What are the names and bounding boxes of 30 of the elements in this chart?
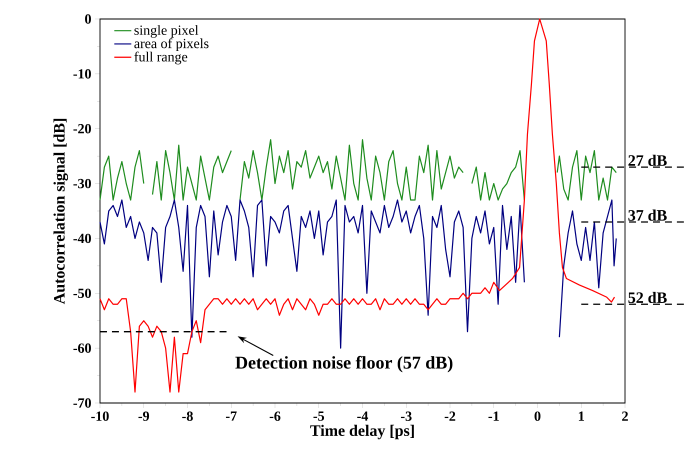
ref-line-label: Detection noise floor (57 dB) <box>235 356 452 372</box>
legend-label: single pixel <box>134 25 198 38</box>
y-tick-label: -10 <box>73 69 91 79</box>
x-tick-label: -2 <box>444 412 456 421</box>
y-axis-title: Autocorrelation signal [dB] <box>53 118 68 304</box>
legend-label: area of pixels <box>134 38 209 52</box>
x-tick-label: -6 <box>270 412 280 421</box>
x-tick-label: -3 <box>400 412 412 421</box>
x-tick-label: -4 <box>357 411 368 421</box>
x-tick-label: 1 <box>578 411 584 421</box>
x-tick-label: -5 <box>313 411 324 421</box>
ref-line-label: 27 dB <box>628 154 667 166</box>
y-tick-label: 0 <box>85 14 91 24</box>
x-tick-label: 2 <box>622 412 628 421</box>
y-tick-label: -70 <box>73 398 91 408</box>
y-tick-label: -60 <box>73 343 91 353</box>
ref-line-label: 52 dB <box>628 292 667 304</box>
y-tick-label: -40 <box>73 234 91 244</box>
x-tick-label: 0 <box>534 411 540 421</box>
x-tick-label: -1 <box>488 411 499 421</box>
x-tick-label: -9 <box>138 412 150 421</box>
x-tick-label: -7 <box>226 411 237 421</box>
legend-label: full range <box>134 52 188 64</box>
x-axis-title: Time delay [ps] <box>310 424 414 440</box>
x-tick-label: -8 <box>182 411 193 421</box>
x-tick-label: -10 <box>91 411 109 421</box>
ref-line-label: 37 dB <box>628 210 667 221</box>
y-tick-label: -20 <box>73 124 91 134</box>
y-tick-label: -50 <box>73 288 91 298</box>
y-tick-label: -30 <box>73 178 91 188</box>
